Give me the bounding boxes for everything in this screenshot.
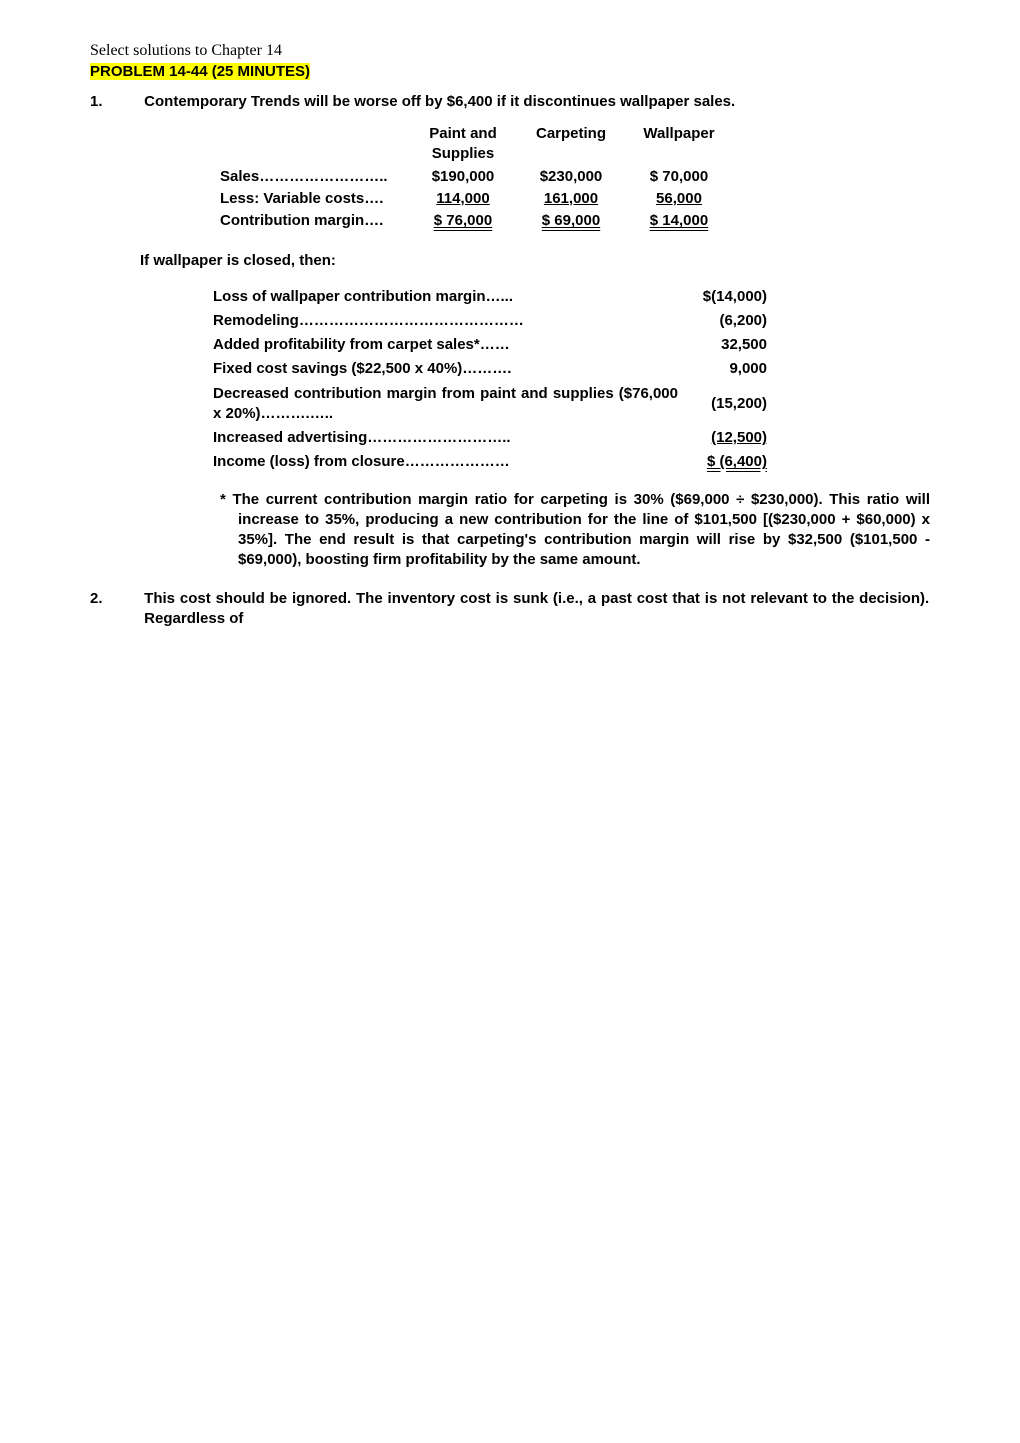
- row-sales-c1: $190,000: [410, 167, 516, 187]
- q1-number: 1.: [90, 92, 140, 112]
- q1-text: Contemporary Trends will be worse off by…: [144, 92, 929, 112]
- t2-incadv-label: Increased advertising………………………..: [212, 427, 684, 449]
- hdr-paint: Paint and Supplies: [410, 124, 516, 165]
- t2-decr-val: (15,200): [686, 383, 768, 426]
- row-less-label: Less: Variable costs….: [212, 189, 408, 209]
- row-cm-c2: $ 69,000: [542, 212, 600, 229]
- q2-text: This cost should be ignored. The invento…: [144, 589, 929, 630]
- footnote: * The current contribution margin ratio …: [220, 490, 930, 571]
- row-cm-c1: $ 76,000: [434, 212, 492, 229]
- row-less-c1: 114,000: [436, 190, 489, 207]
- doc-body: Select solutions to Chapter 14 PROBLEM 1…: [90, 40, 930, 629]
- t2-remodel-val: (6,200): [686, 310, 768, 332]
- hdr-wall: Wallpaper: [626, 124, 732, 165]
- financial-table: Paint and Supplies Carpeting Wallpaper S…: [210, 122, 734, 233]
- row-sales-label: Sales……………………..: [212, 167, 408, 187]
- t2-loss-val: $(14,000): [686, 286, 768, 308]
- t2-added-val: 32,500: [686, 334, 768, 356]
- row-sales-c3: $ 70,000: [626, 167, 732, 187]
- t2-loss-label: Loss of wallpaper contribution margin…..…: [212, 286, 684, 308]
- t2-incadv-val: (12,500): [711, 429, 767, 446]
- t2-income-val: $ (6,400): [707, 453, 767, 470]
- t2-remodel-label: Remodeling………………………………………: [212, 310, 684, 332]
- chapter-line: Select solutions to Chapter 14: [90, 40, 930, 62]
- t2-income-label: Income (loss) from closure…………………: [212, 451, 684, 473]
- row-less-c2: 161,000: [544, 190, 598, 207]
- row-sales-c2: $230,000: [518, 167, 624, 187]
- row-cm-label: Contribution margin….: [212, 211, 408, 231]
- closure-table: Loss of wallpaper contribution margin…..…: [210, 284, 770, 476]
- closed-line: If wallpaper is closed, then:: [140, 251, 930, 271]
- t2-fixed-val: 9,000: [686, 358, 768, 380]
- t2-fixed-label: Fixed cost savings ($22,500 x 40%)……….: [212, 358, 684, 380]
- q2-number: 2.: [90, 589, 140, 609]
- problem-title: PROBLEM 14-44 (25 MINUTES): [90, 63, 310, 80]
- t2-added-label: Added profitability from carpet sales*……: [212, 334, 684, 356]
- t2-decr-label: Decreased contribution margin from paint…: [212, 383, 684, 426]
- row-cm-c3: $ 14,000: [650, 212, 708, 229]
- row-less-c3: 56,000: [656, 190, 702, 207]
- hdr-carpet: Carpeting: [518, 124, 624, 165]
